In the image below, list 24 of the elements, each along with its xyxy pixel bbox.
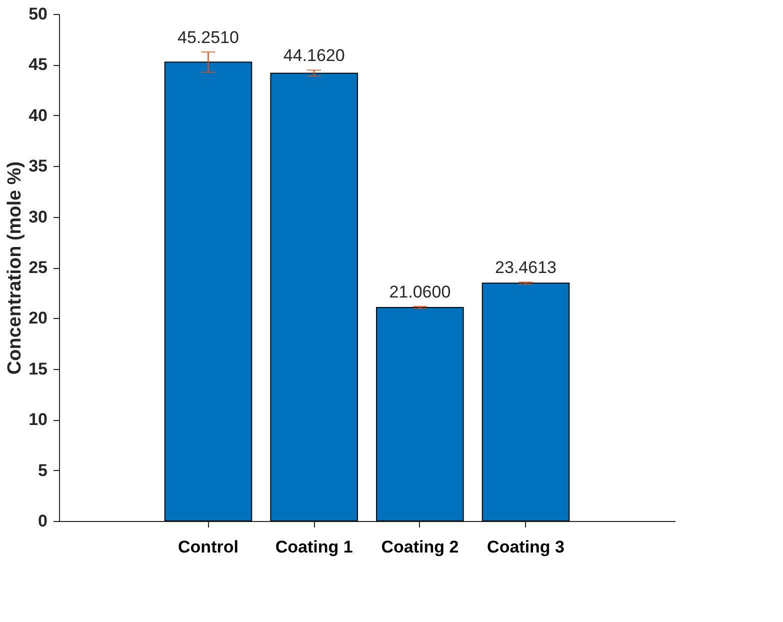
bar (270, 72, 358, 522)
y-tick-label: 30 (28, 207, 48, 226)
y-axis-title: Concentration (mole %) (4, 161, 26, 375)
y-tick-label: 40 (28, 106, 48, 125)
data-label: 44.1620 (283, 46, 345, 66)
bar (164, 62, 252, 522)
y-tick-label: 35 (28, 156, 48, 176)
bar (482, 282, 570, 522)
y-tick-label: 45 (28, 55, 48, 74)
y-tick-label: 50 (28, 4, 48, 24)
x-tick-label: Coating 3 (487, 538, 564, 556)
y-tick-label: 20 (28, 308, 48, 328)
y-tick-label: 5 (38, 460, 48, 480)
data-label: 45.2510 (178, 28, 239, 48)
y-tick-label: 0 (38, 512, 48, 530)
x-tick-label: Coating 1 (275, 538, 353, 556)
y-tick-label: 10 (28, 410, 48, 430)
x-tick-label: Coating 2 (381, 538, 459, 556)
data-label: 21.0600 (389, 282, 451, 302)
y-tick-label: 15 (28, 359, 48, 378)
y-tick-label: 25 (28, 258, 48, 277)
bar (376, 306, 464, 522)
x-tick-label: Control (178, 538, 238, 556)
data-label: 23.4613 (495, 258, 556, 278)
